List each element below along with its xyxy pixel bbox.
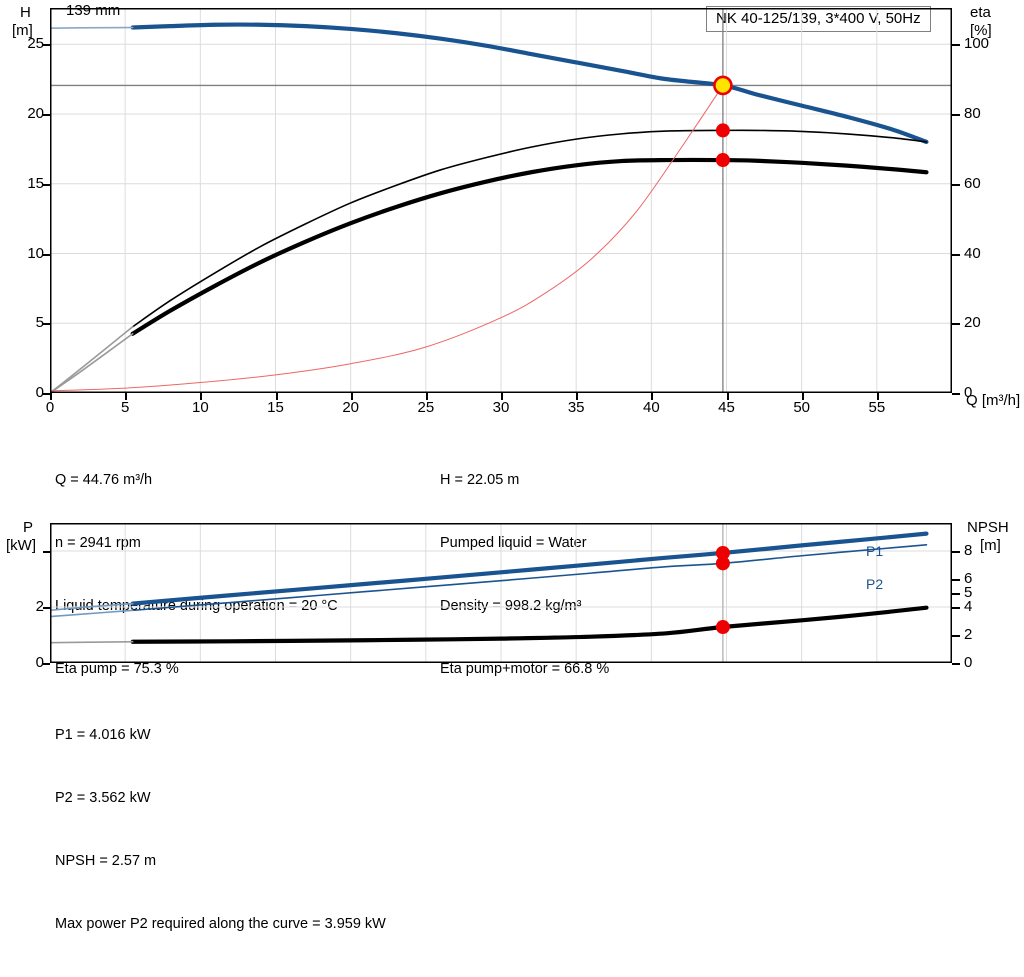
power-y2-tick-mark-4 (952, 579, 960, 581)
head-x-tick-0: 0 (45, 399, 55, 416)
power-y-axis-unit-kw: [kW] (6, 537, 36, 554)
head-y-tick-mark-0 (43, 393, 50, 395)
power-y2-tick-mark-2 (952, 607, 960, 609)
power-y2-tick-4: 6 (964, 570, 973, 587)
duty-info-right-line-0: H = 22.05 m (440, 472, 520, 488)
head-y2-tick-mark-1 (952, 323, 960, 326)
head-y-tick-1: 5 (35, 314, 44, 332)
duty-info-left: Q = 44.76 m³/h n = 2941 rpm Liquid tempe… (55, 428, 338, 722)
power-y-tick-mark-1 (43, 607, 50, 609)
head-y2-tick-mark-4 (952, 114, 960, 116)
head-x-tick-mark-4 (350, 393, 353, 400)
head-y-tick-mark-4 (43, 114, 50, 116)
head-x-tick-mark-8 (651, 393, 654, 400)
head-y-tick-mark-2 (43, 253, 50, 256)
head-y2-tick-3: 60 (964, 174, 981, 192)
head-x-tick-11: 55 (868, 399, 886, 416)
head-y2-tick-mark-5 (952, 44, 960, 47)
power-y2-tick-5: 8 (964, 542, 973, 559)
head-y-tick-mark-3 (43, 183, 50, 186)
head-x-tick-8: 40 (642, 399, 660, 416)
power-plot-area (49, 522, 953, 664)
power-y-tick-1: 2 (35, 598, 44, 615)
head-x-tick-3: 15 (267, 399, 284, 416)
head-y-tick-mark-5 (43, 44, 50, 47)
head-y-tick-3: 15 (27, 174, 44, 192)
head-x-tick-mark-5 (425, 393, 428, 400)
head-x-tick-mark-3 (275, 393, 278, 400)
power-info-line-2: NPSH = 2.57 m (55, 853, 157, 869)
head-y-tick-2: 10 (27, 244, 44, 262)
head-x-tick-mark-0 (50, 393, 52, 400)
duty-info-left-line-1: n = 2941 rpm (55, 535, 141, 551)
duty-info-left-line-0: Q = 44.76 m³/h (55, 472, 153, 488)
power-y2-axis-label-npsh: NPSH (967, 519, 1009, 536)
power-info-line-1: P2 = 3.562 kW (55, 790, 151, 806)
power-y2-tick-1: 2 (964, 626, 973, 643)
head-x-tick-7: 35 (567, 399, 585, 416)
head-x-tick-6: 30 (492, 399, 510, 416)
head-x-tick-10: 50 (793, 399, 810, 416)
power-info: P1 = 4.016 kW P2 = 3.562 kW NPSH = 2.57 … (55, 683, 386, 977)
power-y-tick-mark-0 (43, 663, 50, 665)
duty-info-right-line-2: Density = 998.2 kg/m³ (440, 598, 582, 614)
power-info-line-0: P1 = 4.016 kW (55, 727, 151, 743)
power-y-tick-mark-2 (43, 551, 50, 553)
impeller-size-annotation: 139 mm (66, 2, 121, 20)
head-x-tick-5: 25 (417, 399, 435, 416)
power-y-tick-0: 0 (35, 654, 44, 671)
series-label-p2: P2 (866, 576, 884, 592)
head-y-tick-4: 20 (27, 105, 44, 122)
power-y2-tick-mark-1 (952, 635, 960, 637)
duty-info-right-line-3: Eta pump+motor = 66.8 % (440, 661, 610, 677)
power-info-line-3: Max power P2 required along the curve = … (55, 916, 386, 932)
duty-info-right-line-1: Pumped liquid = Water (440, 535, 587, 551)
power-y2-tick-3: 5 (964, 584, 973, 601)
head-x-axis-label: Q [m³/h] (966, 392, 1021, 409)
head-x-tick-mark-1 (125, 393, 128, 400)
head-x-tick-mark-9 (726, 393, 729, 400)
duty-info-left-line-3: Eta pump = 75.3 % (55, 661, 179, 677)
head-y-tick-5: 25 (27, 35, 44, 53)
head-y2-tick-mark-0 (952, 393, 960, 395)
head-x-tick-mark-2 (200, 393, 203, 400)
duty-info-right: H = 22.05 m Pumped liquid = Water Densit… (440, 428, 609, 722)
head-y2-tick-mark-3 (952, 183, 960, 186)
head-y2-axis-unit-percent: [%] (970, 22, 992, 39)
head-x-tick-mark-10 (801, 393, 804, 400)
head-x-tick-4: 20 (342, 399, 359, 416)
head-x-tick-mark-6 (501, 393, 503, 400)
power-y2-tick-mark-3 (952, 593, 960, 595)
power-y-axis-label-p: P (23, 519, 34, 536)
pump-curve-page: H [m] eta [%] NK 40-125/139, 3*400 V, 50… (0, 0, 1024, 932)
head-x-tick-9: 45 (718, 399, 735, 416)
head-x-tick-mark-11 (876, 393, 879, 400)
head-y2-tick-5: 100 (964, 35, 990, 53)
head-y-tick-0: 0 (35, 384, 44, 401)
power-y2-tick-0: 0 (964, 654, 973, 671)
head-x-tick-1: 5 (120, 399, 130, 416)
power-y2-axis-unit-m: [m] (980, 537, 1001, 554)
head-x-tick-2: 10 (191, 399, 209, 416)
head-y-axis-label-h: H (20, 4, 31, 21)
head-y2-tick-2: 40 (964, 244, 981, 262)
head-y2-tick-mark-2 (952, 253, 960, 256)
head-y-tick-mark-1 (43, 323, 50, 326)
head-y-axis-unit-m: [m] (12, 22, 33, 39)
head-eta-chart: H [m] eta [%] NK 40-125/139, 3*400 V, 50… (0, 0, 1024, 418)
head-y2-tick-4: 80 (964, 105, 981, 122)
head-y2-tick-1: 20 (964, 314, 981, 332)
head-plot-area (50, 8, 952, 393)
power-y2-tick-2: 4 (964, 598, 973, 615)
chart-title-box: NK 40-125/139, 3*400 V, 50Hz (706, 6, 931, 32)
head-y2-tick-0: 0 (964, 384, 973, 401)
power-y2-tick-mark-0 (952, 663, 960, 665)
power-y2-tick-mark-5 (952, 551, 960, 553)
series-label-p1: P1 (866, 543, 884, 559)
head-x-tick-mark-7 (576, 393, 579, 400)
head-y2-axis-label-eta: eta (970, 4, 991, 21)
